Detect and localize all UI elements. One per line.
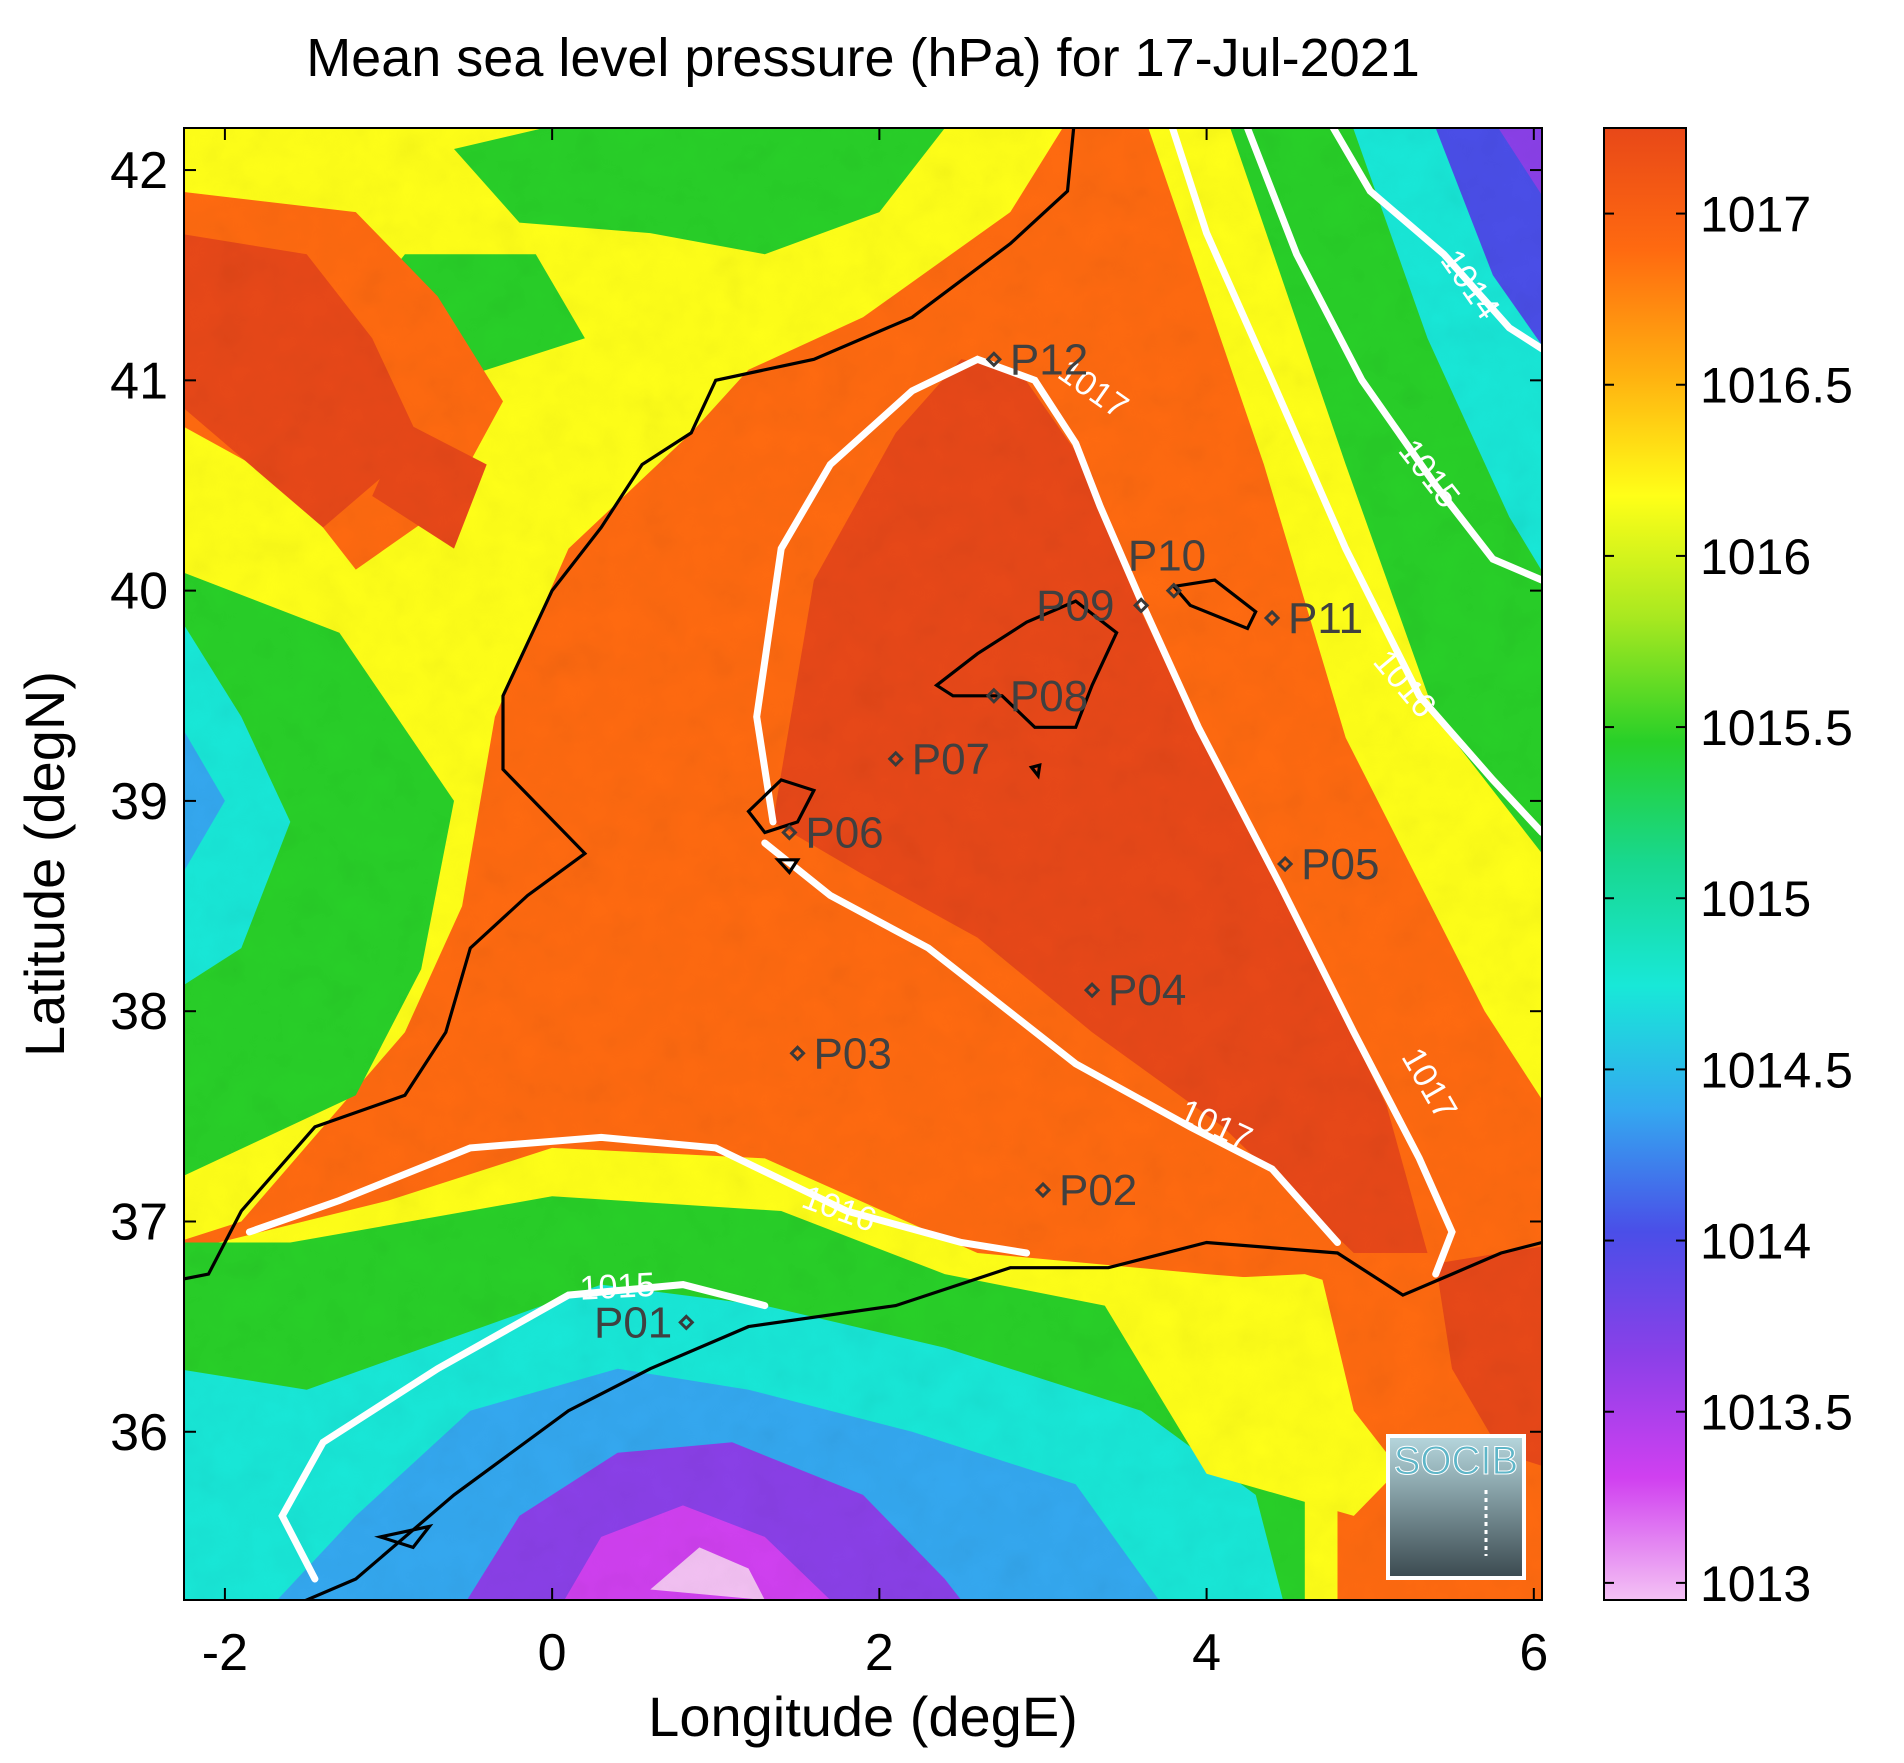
point-label: P06 <box>805 808 883 857</box>
sampling-point-p08: P08 <box>985 672 1088 721</box>
land-texture <box>184 128 1542 1600</box>
y-tick-label: 38 <box>110 983 168 1041</box>
sampling-point-p05: P05 <box>1277 840 1379 889</box>
y-tick-label: 39 <box>110 773 168 831</box>
coast-alboran-island <box>374 1523 434 1550</box>
colorbar: 1013 1013.5 1014 1014.5 1015 1015.5 1016 1016.5… <box>1603 127 1853 1612</box>
x-axis: -2 0 2 4 6 <box>202 128 1548 1682</box>
coast-iberia-east <box>184 128 1076 1281</box>
socib-logo-text: SOCIB <box>1394 1439 1518 1483</box>
y-tick-label: 41 <box>110 352 168 410</box>
point-label: P12 <box>1010 335 1088 384</box>
colorbar-tick-label: 1016.5 <box>1700 358 1853 414</box>
point-marker <box>1165 582 1182 599</box>
x-axis-label: Longitude (degE) <box>648 1685 1078 1748</box>
point-marker <box>1263 609 1281 627</box>
point-marker <box>887 750 904 767</box>
colorbar-tick-label: 1013 <box>1700 1556 1811 1612</box>
sampling-point-p04: P04 <box>1083 966 1186 1015</box>
isobar-1015-south <box>278 1281 769 1583</box>
point-marker <box>1083 982 1101 999</box>
sampling-point-p07: P07 <box>887 735 990 784</box>
isobar-1016-east <box>1168 128 1542 836</box>
point-label: P10 <box>1128 532 1206 581</box>
colorbar-tick-label: 1015.5 <box>1700 700 1853 756</box>
sampling-point-p01: P01 <box>594 1298 695 1347</box>
coast-formentera <box>774 858 801 876</box>
contour-label: 1015 <box>579 1266 657 1308</box>
sampling-point-p03: P03 <box>789 1029 892 1078</box>
x-tick-label: 4 <box>1192 1624 1221 1682</box>
coast-mallorca <box>933 599 1119 729</box>
point-label: P04 <box>1108 966 1186 1015</box>
point-marker <box>985 687 1003 704</box>
colorbar-tick-label: 1016 <box>1700 529 1811 585</box>
sampling-point-p06: P06 <box>781 808 884 857</box>
sampling-points: P01 P02 P03 P04 P05 P06 P07 P08 P09 P10 P11 P12 <box>594 335 1379 1347</box>
point-label: P11 <box>1288 594 1363 643</box>
x-tick-label: 0 <box>538 1624 567 1682</box>
y-tick-label: 36 <box>110 1404 168 1462</box>
plot-frame <box>183 127 1543 1601</box>
x-tick-label: 2 <box>865 1624 894 1682</box>
coast-africa <box>302 1240 1542 1600</box>
y-axis: 36 37 38 39 40 41 42 <box>110 142 1542 1462</box>
y-axis-label: Latitude (degN) <box>13 671 76 1057</box>
colorbar-gradient <box>1603 127 1687 1601</box>
coastline <box>184 128 1542 1600</box>
sampling-point-p09: P09 <box>1036 581 1150 630</box>
y-tick-label: 37 <box>110 1193 168 1251</box>
point-label: P01 <box>594 1298 672 1347</box>
point-marker <box>678 1314 695 1331</box>
chart-title: Mean sea level pressure (hPa) for 17-Jul… <box>306 28 1420 88</box>
colorbar-tick-label: 1017 <box>1700 187 1811 243</box>
sampling-point-p11: P11 <box>1263 594 1363 643</box>
point-marker <box>781 824 798 841</box>
isobar-1016-south <box>245 1133 1031 1257</box>
x-tick-label: 6 <box>1519 1624 1548 1682</box>
point-label: P07 <box>912 735 990 784</box>
coast-cabrera <box>1028 763 1042 780</box>
point-label: P09 <box>1036 581 1114 630</box>
point-marker <box>985 351 1003 368</box>
sampling-point-p02: P02 <box>1034 1166 1137 1215</box>
point-marker <box>789 1045 806 1062</box>
point-marker <box>1277 855 1294 873</box>
sampling-point-p10: P10 <box>1128 532 1206 599</box>
colorbar-tick-label: 1014.5 <box>1700 1042 1853 1098</box>
point-marker <box>1133 597 1150 614</box>
isobar-contours <box>245 128 1542 1583</box>
colorbar-tick-label: 1015 <box>1700 871 1811 927</box>
coast-menorca <box>1170 578 1258 631</box>
y-tick-label: 40 <box>110 563 168 621</box>
point-label: P08 <box>1010 672 1088 721</box>
x-tick-label: -2 <box>202 1624 248 1682</box>
point-label: P05 <box>1301 840 1379 889</box>
coast-ibiza <box>746 778 817 835</box>
colorbar-tick-label: 1014 <box>1700 1214 1811 1270</box>
point-label: P03 <box>814 1029 892 1078</box>
socib-logo: SOCIB <box>1386 1434 1526 1580</box>
sampling-point-p12: P12 <box>985 335 1088 384</box>
y-tick-label: 42 <box>110 142 168 200</box>
colorbar-ticks: 1013 1013.5 1014 1014.5 1015 1015.5 1016 1016.5… <box>1604 187 1853 1612</box>
isobar-1015-east <box>1243 128 1542 584</box>
point-marker <box>1034 1181 1052 1199</box>
isobar-1014 <box>1329 128 1542 353</box>
isobar-1017-south <box>761 839 1341 1246</box>
isobar-1017-north <box>753 355 1456 1278</box>
point-label: P02 <box>1059 1166 1137 1215</box>
colorbar-tick-label: 1013.5 <box>1700 1385 1853 1441</box>
